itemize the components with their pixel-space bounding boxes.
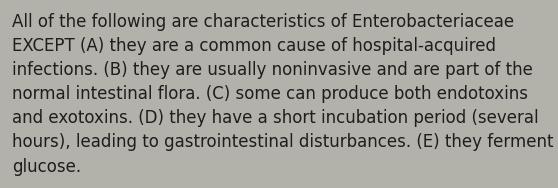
Text: All of the following are characteristics of Enterobacteriaceae: All of the following are characteristics…	[12, 13, 514, 31]
Text: infections. (B) they are usually noninvasive and are part of the: infections. (B) they are usually noninva…	[12, 61, 533, 79]
Text: and exotoxins. (D) they have a short incubation period (several: and exotoxins. (D) they have a short inc…	[12, 109, 539, 127]
Text: EXCEPT (A) they are a common cause of hospital-acquired: EXCEPT (A) they are a common cause of ho…	[12, 37, 496, 55]
Text: glucose.: glucose.	[12, 158, 81, 176]
Text: hours), leading to gastrointestinal disturbances. (E) they ferment: hours), leading to gastrointestinal dist…	[12, 133, 554, 152]
Text: normal intestinal flora. (C) some can produce both endotoxins: normal intestinal flora. (C) some can pr…	[12, 85, 528, 103]
